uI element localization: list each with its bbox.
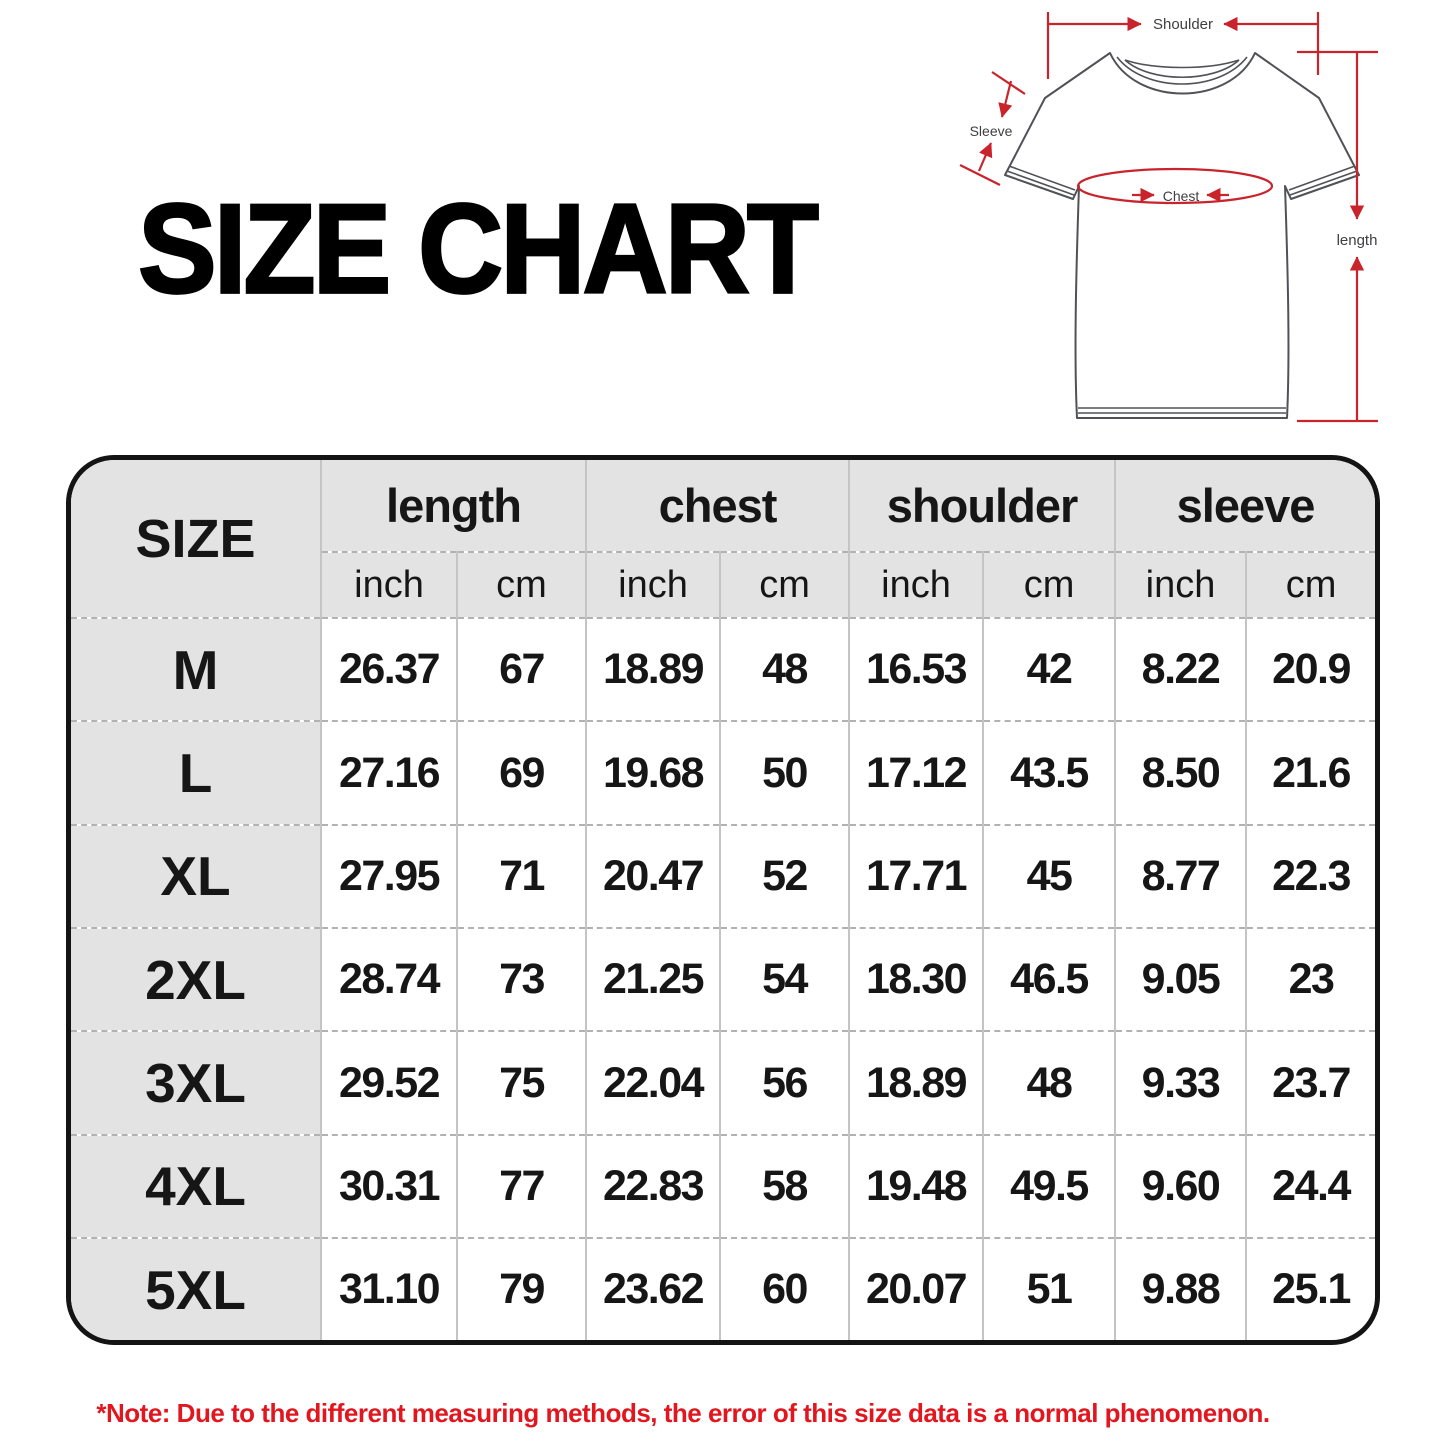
unit-header: inch — [320, 551, 457, 618]
table-cell: 25.1 — [1245, 1237, 1375, 1340]
table-row: 2XL 28.74 73 21.25 54 18.30 46.5 9.05 23 — [71, 927, 1375, 1032]
table-cell: 18.30 — [848, 927, 984, 1032]
table-cell: 23.7 — [1245, 1030, 1375, 1135]
table-cell: 51 — [982, 1237, 1116, 1340]
table-row: 3XL 29.52 75 22.04 56 18.89 48 9.33 23.7 — [71, 1030, 1375, 1135]
table-cell: 42 — [982, 616, 1116, 722]
size-label: 2XL — [71, 927, 321, 1032]
diagram-chest-label: Chest — [1163, 188, 1200, 204]
table-cell: 48 — [982, 1030, 1116, 1135]
table-cell: 27.16 — [320, 720, 457, 825]
size-label: 4XL — [71, 1133, 321, 1239]
table-row: 5XL 31.10 79 23.62 60 20.07 51 9.88 25.1 — [71, 1237, 1375, 1340]
table-cell: 16.53 — [848, 616, 984, 722]
diagram-length-label: length — [1337, 232, 1378, 249]
col-header-length: length — [319, 460, 587, 552]
diagram-sleeve-label: Sleeve — [970, 123, 1013, 139]
table-cell: 20.9 — [1245, 616, 1375, 722]
table-cell: 19.48 — [848, 1133, 984, 1239]
table-cell: 46.5 — [982, 927, 1116, 1032]
table-cell: 9.60 — [1114, 1133, 1247, 1239]
table-cell: 71 — [455, 823, 587, 929]
table-cell: 9.05 — [1114, 927, 1247, 1032]
size-table-grid: SIZE length chest shoulder sleeve inch c… — [71, 460, 1375, 1340]
table-header-row-units: inch cm inch cm inch cm inch cm — [71, 551, 1375, 618]
table-cell: 56 — [719, 1030, 850, 1135]
size-label: 5XL — [71, 1237, 321, 1340]
table-cell: 43.5 — [982, 720, 1116, 825]
table-cell: 75 — [455, 1030, 587, 1135]
unit-header: cm — [719, 551, 850, 618]
table-cell: 20.47 — [585, 823, 721, 929]
size-table: SIZE length chest shoulder sleeve inch c… — [66, 455, 1380, 1345]
size-label: 3XL — [71, 1030, 321, 1135]
tshirt-diagram-svg: Shoulder Sleeve Chest length — [959, 12, 1378, 423]
table-cell: 50 — [719, 720, 850, 825]
table-cell: 28.74 — [320, 927, 457, 1032]
unit-header: inch — [848, 551, 984, 618]
unit-header: inch — [1114, 551, 1247, 618]
tshirt-measurement-diagram: Shoulder Sleeve Chest length — [945, 5, 1425, 445]
table-cell: 24.4 — [1245, 1133, 1375, 1239]
table-cell: 49.5 — [982, 1133, 1116, 1239]
table-cell: 8.50 — [1114, 720, 1247, 825]
diagram-shoulder-label: Shoulder — [1153, 16, 1213, 33]
table-cell: 23 — [1245, 927, 1375, 1032]
unit-header: inch — [585, 551, 721, 618]
table-row: 4XL 30.31 77 22.83 58 19.48 49.5 9.60 24… — [71, 1133, 1375, 1239]
table-cell: 22.83 — [585, 1133, 721, 1239]
table-cell: 69 — [455, 720, 587, 825]
col-header-chest: chest — [585, 460, 850, 552]
table-cell: 48 — [719, 616, 850, 722]
table-cell: 23.62 — [585, 1237, 721, 1340]
table-cell: 60 — [719, 1237, 850, 1340]
table-cell: 45 — [982, 823, 1116, 929]
size-label: L — [71, 720, 321, 825]
table-cell: 77 — [455, 1133, 587, 1239]
table-row: L 27.16 69 19.68 50 17.12 43.5 8.50 21.6 — [71, 720, 1375, 825]
table-cell: 9.88 — [1114, 1237, 1247, 1340]
col-header-shoulder: shoulder — [848, 460, 1116, 552]
table-cell: 9.33 — [1114, 1030, 1247, 1135]
table-cell: 27.95 — [320, 823, 457, 929]
table-cell: 22.3 — [1245, 823, 1375, 929]
table-cell: 54 — [719, 927, 850, 1032]
table-cell: 79 — [455, 1237, 587, 1340]
table-cell: 22.04 — [585, 1030, 721, 1135]
table-cell: 29.52 — [320, 1030, 457, 1135]
table-cell: 8.77 — [1114, 823, 1247, 929]
col-header-sleeve: sleeve — [1114, 460, 1375, 552]
table-cell: 19.68 — [585, 720, 721, 825]
unit-header: cm — [1245, 551, 1375, 618]
table-row: M 26.37 67 18.89 48 16.53 42 8.22 20.9 — [71, 616, 1375, 722]
col-header-size: SIZE — [71, 460, 321, 618]
table-cell: 8.22 — [1114, 616, 1247, 722]
table-cell: 67 — [455, 616, 587, 722]
table-cell: 52 — [719, 823, 850, 929]
table-cell: 21.25 — [585, 927, 721, 1032]
table-header-row-groups: SIZE length chest shoulder sleeve — [71, 460, 1375, 618]
table-cell: 18.89 — [585, 616, 721, 722]
measurement-annotations — [959, 12, 1378, 423]
table-cell: 31.10 — [320, 1237, 457, 1340]
table-cell: 20.07 — [848, 1237, 984, 1340]
table-cell: 73 — [455, 927, 587, 1032]
page-title: SIZE CHART — [137, 177, 821, 322]
unit-header: cm — [982, 551, 1116, 618]
table-cell: 17.12 — [848, 720, 984, 825]
note-text: *Note: Due to the different measuring me… — [96, 1398, 1270, 1428]
size-label: XL — [71, 823, 321, 929]
table-row: XL 27.95 71 20.47 52 17.71 45 8.77 22.3 — [71, 823, 1375, 929]
size-label: M — [71, 616, 321, 722]
table-cell: 26.37 — [320, 616, 457, 722]
tshirt-outline-drawing — [1004, 52, 1360, 419]
table-cell: 58 — [719, 1133, 850, 1239]
table-cell: 18.89 — [848, 1030, 984, 1135]
table-cell: 17.71 — [848, 823, 984, 929]
unit-header: cm — [455, 551, 587, 618]
table-cell: 21.6 — [1245, 720, 1375, 825]
table-cell: 30.31 — [320, 1133, 457, 1239]
